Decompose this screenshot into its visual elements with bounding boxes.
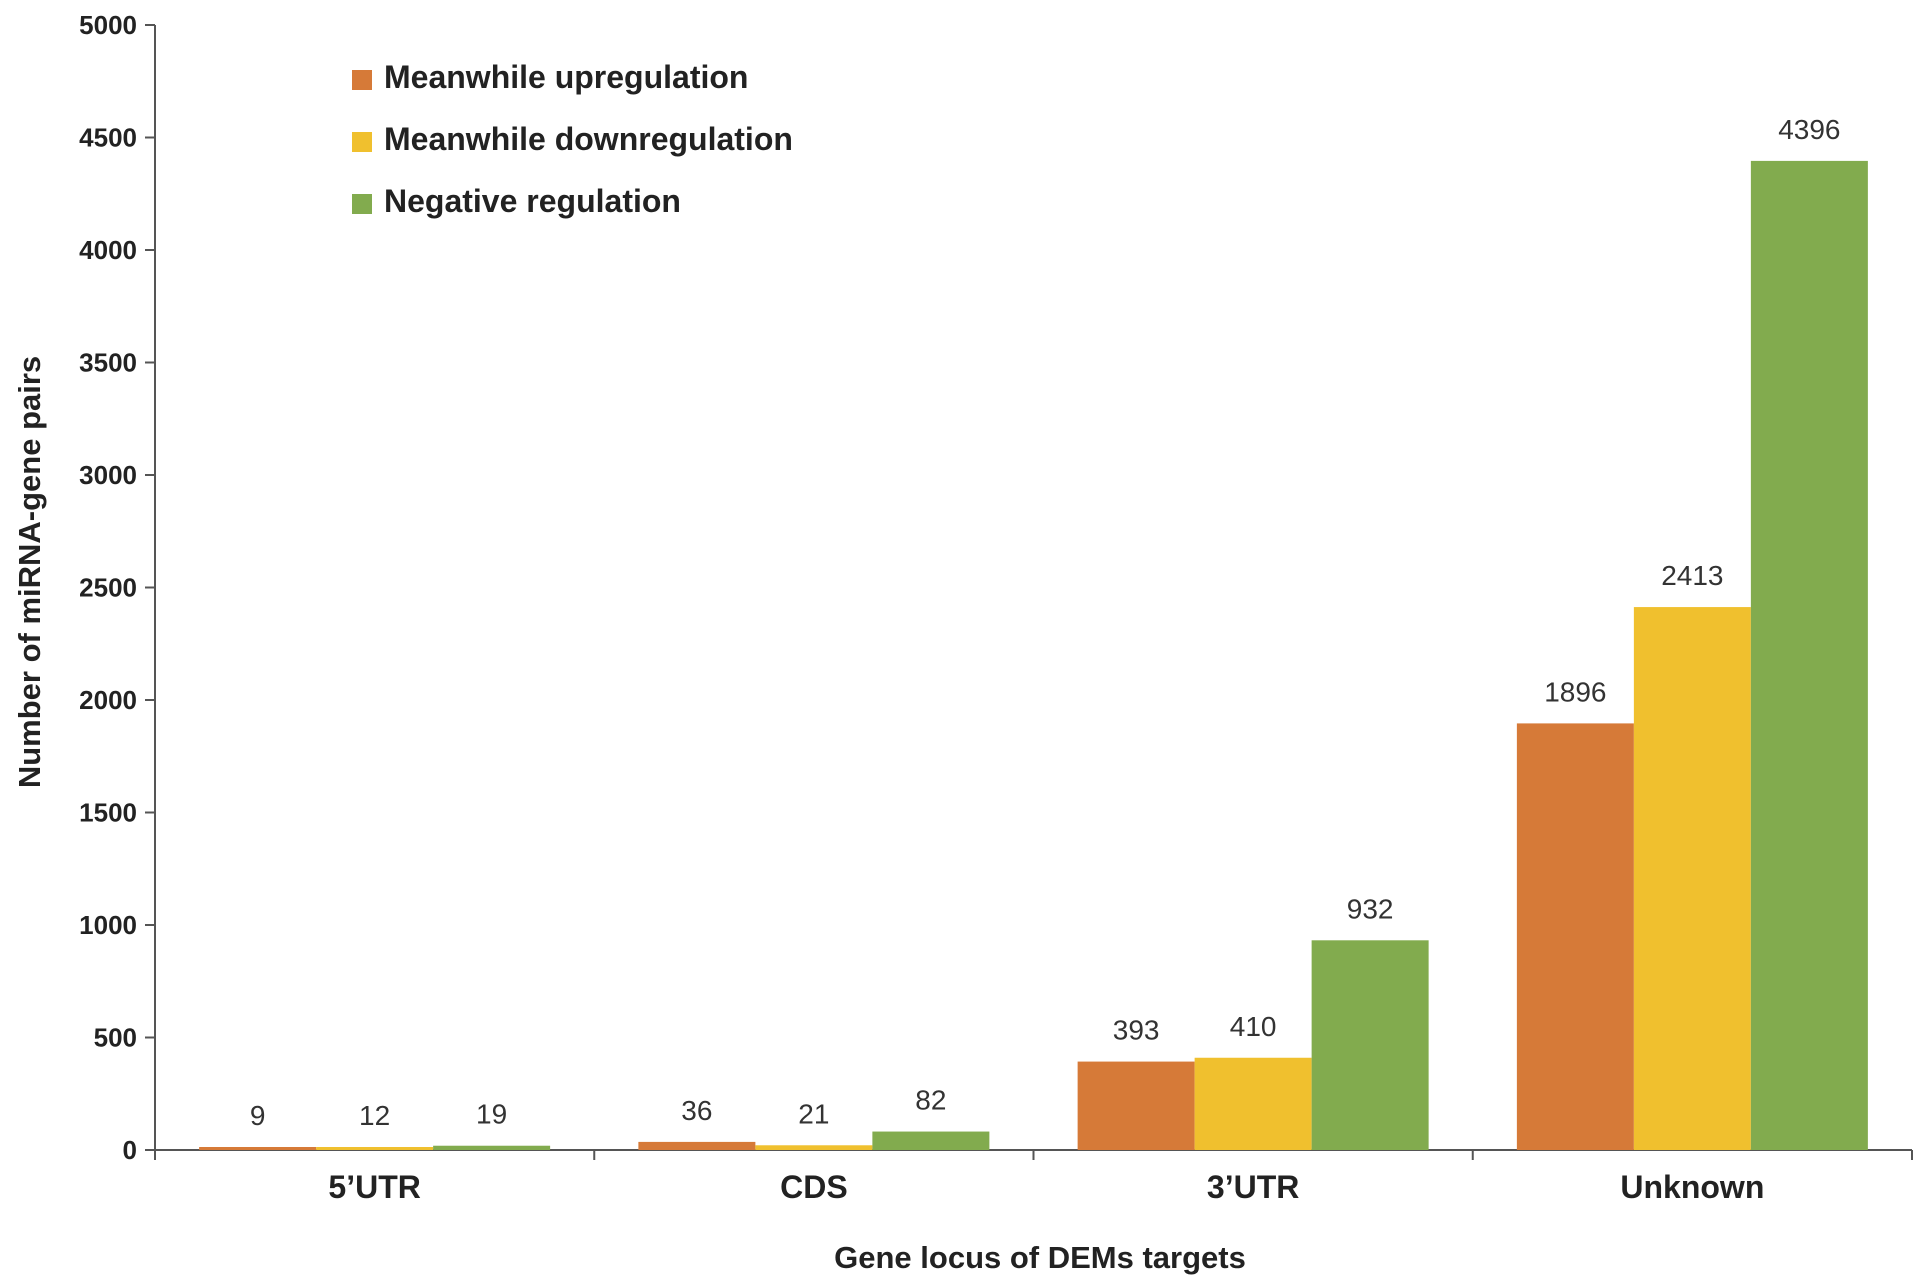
data-labels-layer: 9 12 19 36 21 82 393 410 932 1896 2413 4396	[250, 114, 1841, 1131]
y-tick-label: 500	[94, 1023, 137, 1053]
bar	[638, 1141, 756, 1150]
bars-layer	[199, 160, 1868, 1150]
y-tick-label: 0	[123, 1135, 137, 1165]
bar	[1077, 1061, 1195, 1150]
data-label: 19	[476, 1099, 507, 1130]
data-label: 410	[1230, 1011, 1277, 1042]
legend-swatch	[352, 132, 372, 152]
bar	[316, 1147, 434, 1150]
legend-swatch	[352, 70, 372, 90]
bar	[199, 1147, 317, 1150]
y-tick-label: 1500	[79, 798, 137, 828]
bar	[1194, 1057, 1312, 1150]
legend-label: Meanwhile upregulation	[384, 59, 748, 95]
data-label: 21	[798, 1098, 829, 1129]
y-tick-label: 2000	[79, 685, 137, 715]
data-label: 36	[681, 1095, 712, 1126]
x-tick-label: CDS	[780, 1169, 848, 1205]
data-label: 393	[1113, 1015, 1160, 1046]
data-label: 1896	[1544, 676, 1606, 707]
data-label: 4396	[1778, 114, 1840, 145]
y-tick-label: 4500	[79, 123, 137, 153]
y-axis-title: Number of miRNA-gene pairs	[12, 356, 47, 788]
y-tick-label: 5000	[79, 10, 137, 40]
bar	[872, 1131, 990, 1150]
y-tick-label: 3000	[79, 460, 137, 490]
y-tick-label: 1000	[79, 910, 137, 940]
x-tick-label: 3’UTR	[1207, 1169, 1299, 1205]
legend-label: Negative regulation	[384, 183, 681, 219]
y-tick-label: 2500	[79, 573, 137, 603]
legend: Meanwhile upregulation Meanwhile downregu…	[352, 59, 793, 219]
x-axis-title: Gene locus of DEMs targets	[834, 1240, 1246, 1275]
y-tick-label: 4000	[79, 235, 137, 265]
data-label: 9	[250, 1100, 266, 1131]
axes-layer: 0 500 1000 1500 2000 2500 3000 3500 4000 4500 5000…	[79, 10, 1913, 1205]
x-tick-label: Unknown	[1620, 1169, 1764, 1205]
data-label: 12	[359, 1100, 390, 1131]
data-label: 2413	[1661, 560, 1723, 591]
bar	[1516, 723, 1634, 1150]
bar	[433, 1145, 551, 1150]
x-tick-label: 5’UTR	[328, 1169, 420, 1205]
y-tick-label: 3500	[79, 348, 137, 378]
legend-label: Meanwhile downregulation	[384, 121, 793, 157]
legend-swatch	[352, 194, 372, 214]
bar	[1750, 160, 1868, 1150]
bar	[1311, 940, 1429, 1150]
data-label: 82	[915, 1085, 946, 1116]
bar	[1633, 607, 1751, 1150]
bar	[755, 1145, 873, 1150]
data-label: 932	[1347, 893, 1394, 924]
